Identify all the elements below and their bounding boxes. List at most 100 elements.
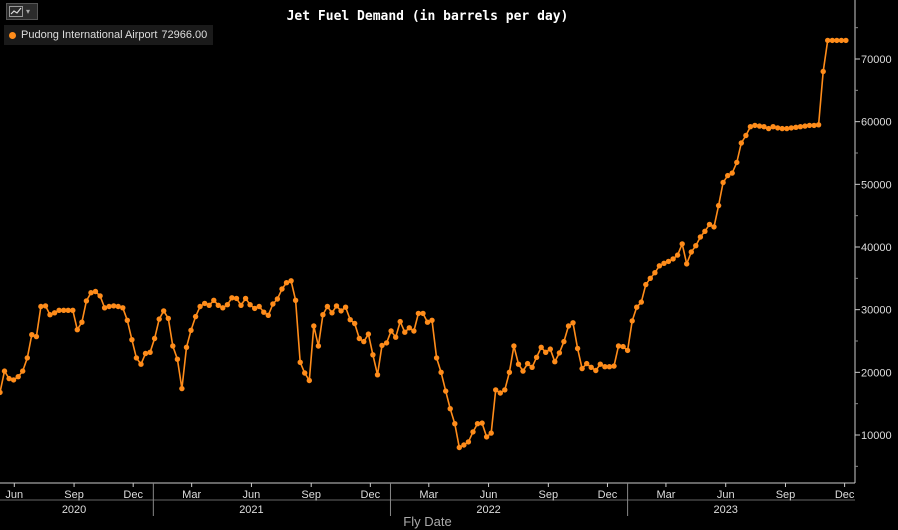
data-point (1, 368, 8, 374)
data-point (761, 124, 767, 130)
data-point (211, 297, 217, 303)
data-point (388, 328, 394, 334)
data-point (215, 302, 221, 308)
data-point (474, 421, 481, 427)
data-point (174, 356, 181, 362)
data-point (402, 329, 408, 335)
data-point (661, 260, 667, 266)
line-chart-icon (9, 6, 23, 17)
data-point (497, 390, 503, 396)
data-point (511, 343, 517, 349)
data-point (224, 302, 231, 308)
data-point (365, 331, 372, 337)
data-point (252, 305, 258, 312)
data-point (697, 234, 704, 240)
data-point (706, 221, 713, 228)
data-point (374, 372, 381, 378)
data-point (229, 295, 235, 301)
data-point (665, 258, 672, 265)
data-point (170, 343, 176, 349)
data-point (606, 364, 613, 370)
data-point (797, 124, 804, 130)
data-point (715, 202, 722, 209)
data-point (165, 315, 171, 322)
legend-marker (9, 31, 16, 39)
data-point (520, 368, 526, 374)
data-point (584, 360, 590, 367)
data-point (120, 305, 126, 311)
data-point (106, 303, 112, 310)
data-point (688, 249, 694, 255)
data-point (547, 346, 553, 352)
data-point (506, 369, 513, 375)
data-point (206, 302, 212, 308)
data-point (33, 333, 40, 340)
data-point (424, 319, 431, 325)
data-point (829, 37, 835, 44)
data-point (433, 355, 440, 361)
data-point (261, 309, 267, 315)
data-point (702, 228, 708, 234)
x-tick-label: Mar (419, 489, 438, 501)
data-point (161, 308, 167, 314)
data-point (242, 295, 249, 302)
legend-series-name: Pudong International Airport (21, 29, 158, 41)
data-point (602, 364, 608, 370)
data-point (142, 350, 149, 357)
data-point (720, 179, 726, 186)
x-tick-label: Sep (776, 489, 796, 501)
legend-last-value: 72966.00 (161, 29, 208, 41)
data-point (274, 296, 281, 302)
data-point (74, 327, 81, 333)
data-point (406, 325, 412, 331)
data-point (775, 125, 781, 131)
data-point (47, 312, 53, 318)
data-point (288, 278, 294, 284)
data-point (292, 297, 299, 303)
data-point (552, 359, 558, 365)
data-point (115, 303, 121, 310)
data-point (561, 338, 567, 345)
data-point (51, 310, 58, 316)
data-point (197, 303, 203, 310)
data-point (779, 125, 785, 132)
data-point (815, 122, 822, 128)
y-tick-label: 40000 (861, 242, 892, 254)
year-label: 2021 (239, 504, 263, 516)
data-point (565, 323, 572, 329)
data-point (743, 132, 749, 139)
data-point (393, 334, 399, 340)
data-point (570, 320, 576, 326)
x-tick-label: Jun (480, 489, 498, 501)
data-point (693, 243, 699, 249)
data-point (279, 286, 285, 292)
data-point (29, 332, 35, 338)
x-tick-label: Jun (5, 489, 23, 501)
data-point (538, 344, 544, 350)
data-point (147, 349, 153, 355)
data-point (456, 444, 462, 451)
data-point (479, 420, 485, 426)
data-point (20, 368, 26, 374)
data-point (238, 302, 244, 308)
data-point (652, 270, 658, 276)
data-point (61, 307, 67, 313)
data-point (183, 344, 190, 350)
chart-type-button[interactable]: ▾ (6, 3, 38, 20)
data-point (574, 345, 581, 352)
data-point (738, 140, 744, 146)
data-point (306, 377, 312, 384)
data-point (97, 293, 103, 299)
data-point (629, 318, 635, 324)
data-point (6, 375, 12, 382)
x-axis: Jun Sep Dec Mar Jun Sep Dec Mar Jun Sep Dec Mar Jun S… (0, 482, 855, 516)
data-point (543, 349, 549, 355)
data-point (452, 421, 458, 427)
data-point (811, 122, 817, 129)
data-point (529, 364, 535, 370)
data-point (711, 224, 717, 230)
y-tick-label: 30000 (861, 305, 892, 317)
x-tick-label: Jun (243, 489, 261, 501)
data-point (488, 430, 494, 436)
data-point (524, 360, 531, 367)
